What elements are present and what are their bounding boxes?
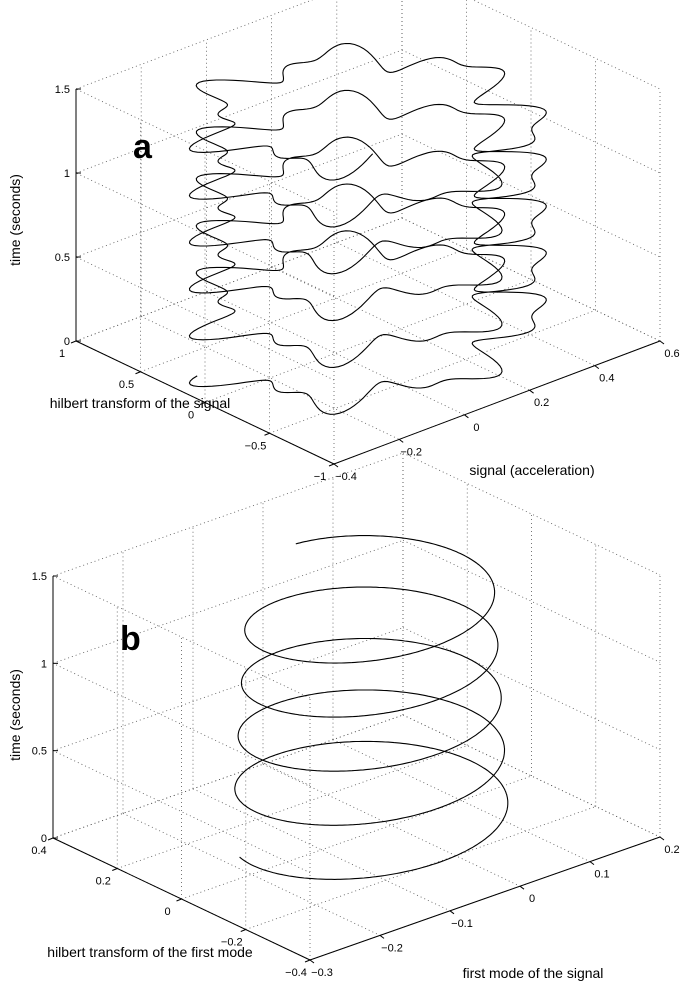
- floor-grid-x: [336, 242, 595, 366]
- panel-label: a: [133, 128, 153, 166]
- series-curve-0: [188, 42, 547, 415]
- back-wall-grid-z: [52, 714, 404, 839]
- y-tick-mark: [199, 402, 206, 405]
- y-tick-mark: [328, 463, 335, 467]
- z-axis-label: time (seconds): [7, 669, 23, 761]
- z-tick-label: 1: [41, 658, 47, 670]
- x-tick-mark: [659, 836, 665, 841]
- left-wall-grid-z: [52, 575, 311, 699]
- x-tick-label: −0.3: [311, 967, 333, 979]
- back-wall-grid-z: [52, 627, 404, 752]
- y-tick-label: −0.5: [245, 440, 267, 452]
- chart-panel-b: −0.3−0.2−0.100.10.2−0.4−0.200.20.400.511…: [7, 452, 680, 981]
- z-tick-label: 0: [64, 336, 70, 348]
- x-tick-mark: [309, 959, 315, 964]
- back-wall-grid-z: [75, 49, 403, 174]
- x-tick-label: 0.2: [534, 397, 549, 409]
- y-tick-mark: [112, 868, 118, 871]
- y-tick-label: 0.5: [119, 379, 134, 391]
- x-axis-line: [309, 836, 661, 961]
- x-axis-line: [333, 340, 661, 465]
- panel-label: b: [120, 620, 141, 658]
- back-wall-grid-z: [75, 217, 403, 342]
- x-tick-label: −0.2: [381, 942, 403, 954]
- y-tick-label: −0.2: [221, 937, 243, 949]
- z-tick-label: 1.5: [32, 571, 47, 583]
- x-tick-label: 0.2: [664, 844, 679, 856]
- side-wall-grid-z: [472, 0, 661, 90]
- floor-grid-x: [262, 763, 521, 887]
- y-tick-label: 0: [188, 410, 194, 422]
- x-tick-label: −0.4: [335, 471, 357, 483]
- floor-grid-y: [117, 745, 468, 869]
- y-tick-label: 0.4: [31, 845, 46, 857]
- floor-grid-y: [204, 279, 532, 403]
- x-tick-label: 0.1: [594, 869, 609, 881]
- y-tick-mark: [47, 837, 54, 841]
- x-tick-mark: [398, 438, 404, 443]
- back-wall-grid-z: [52, 539, 404, 664]
- series-curve-0: [234, 535, 509, 880]
- y-tick-label: 0: [164, 906, 170, 918]
- x-tick-mark: [594, 365, 600, 370]
- z-tick-label: 0: [41, 833, 47, 845]
- floor-grid-y: [140, 248, 467, 373]
- y-tick-mark: [304, 959, 311, 963]
- z-tick-label: 1.5: [55, 84, 70, 96]
- y-tick-mark: [176, 898, 182, 902]
- x-tick-label: 0: [529, 893, 535, 905]
- left-wall-grid-z: [52, 662, 311, 786]
- chart-panel-a: −0.4−0.200.20.40.6−1−0.500.5100.511.5sig…: [7, 0, 680, 483]
- floor-grid-x: [206, 291, 465, 416]
- x-tick-label: −0.1: [451, 918, 473, 930]
- x-tick-mark: [464, 414, 469, 419]
- floor-grid-y: [181, 775, 532, 900]
- y-tick-label: 0.2: [96, 876, 111, 888]
- y-tick-mark: [135, 371, 141, 375]
- y-tick-mark: [70, 340, 77, 344]
- y-axis-label: hilbert transform of the first mode: [47, 944, 253, 960]
- x-tick-mark: [529, 389, 534, 394]
- y-tick-mark: [240, 929, 246, 932]
- floor-grid-y: [52, 714, 404, 839]
- y-tick-label: 1: [59, 348, 65, 360]
- x-tick-mark: [659, 340, 665, 345]
- y-axis-label: hilbert transform of the signal: [50, 395, 231, 411]
- x-tick-mark: [589, 861, 595, 865]
- z-tick-label: 0.5: [55, 252, 70, 264]
- floor-grid-x: [141, 316, 400, 440]
- z-tick-label: 0.5: [32, 746, 47, 758]
- x-tick-label: 0.6: [664, 348, 679, 360]
- x-tick-label: 0: [473, 422, 479, 434]
- floor-grid-x: [122, 813, 381, 936]
- x-tick-mark: [519, 885, 525, 890]
- x-tick-mark: [449, 910, 455, 915]
- z-axis-label: time (seconds): [7, 174, 23, 266]
- z-tick-label: 1: [64, 168, 70, 180]
- floor-grid-y: [269, 309, 596, 434]
- x-tick-mark: [379, 935, 385, 939]
- x-tick-mark: [333, 463, 339, 468]
- x-tick-label: −0.2: [400, 446, 422, 458]
- x-axis-label: signal (acceleration): [469, 462, 594, 478]
- x-tick-label: 0.4: [599, 373, 614, 385]
- floor-grid-x: [271, 266, 530, 391]
- x-axis-label: first mode of the signal: [463, 965, 604, 981]
- y-tick-label: −0.4: [285, 967, 307, 979]
- y-tick-label: −1: [314, 471, 327, 483]
- y-tick-mark: [264, 432, 270, 436]
